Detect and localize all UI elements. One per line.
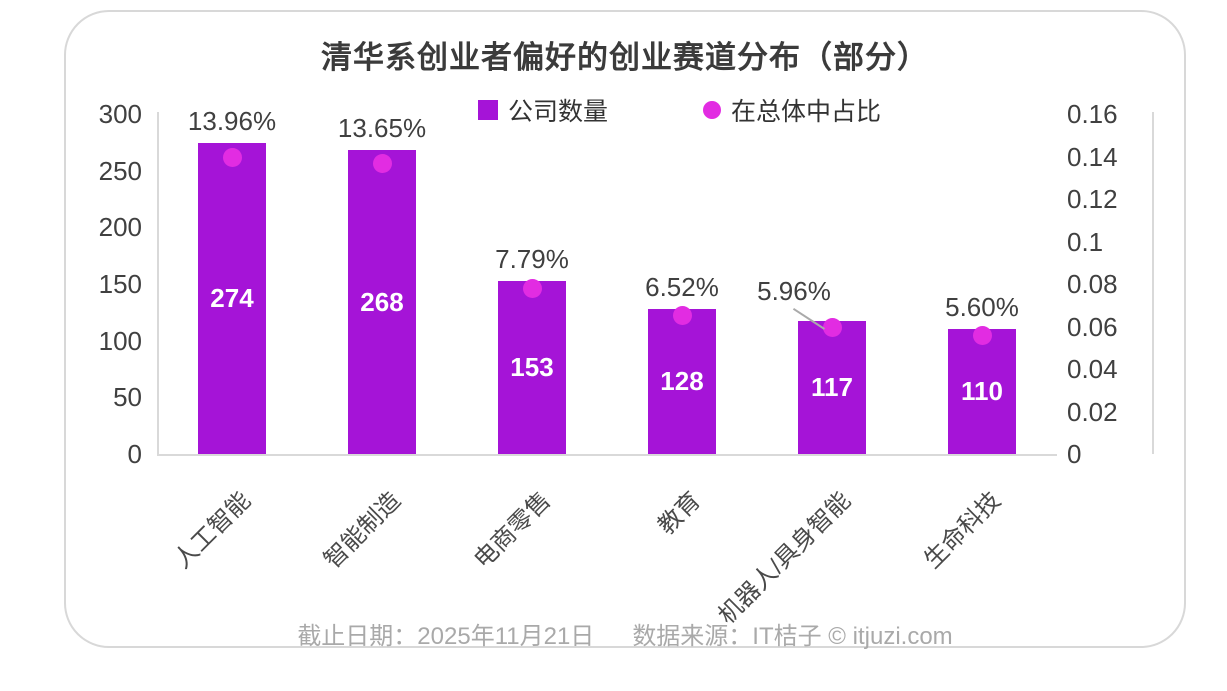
bar-value-label-2: 153 — [510, 351, 554, 382]
bar-0: 274 — [198, 143, 266, 454]
chart-card: 清华系创业者偏好的创业赛道分布（部分） 公司数量 在总体中占比 0 50 100 15… — [64, 10, 1186, 651]
legend-label-company-count: 公司数量 — [508, 98, 609, 126]
legend-label-ratio: 在总体中占比 — [731, 98, 882, 126]
left-axis-tick-250: 250 — [98, 155, 142, 186]
left-axis-tick-100: 100 — [98, 325, 142, 356]
ratio-dot-1 — [372, 154, 392, 174]
footer-note: 截止日期：2025年11月21日 数据来源：IT桔子 © itjuzi.com — [66, 616, 1184, 651]
x-axis-baseline — [157, 454, 1057, 456]
bar-3: 128 — [648, 308, 716, 454]
bar-series-swatch-icon — [478, 100, 498, 120]
left-axis-tick-50: 50 — [113, 382, 142, 413]
right-axis-tick-0.06: 0.06 — [1067, 311, 1118, 342]
left-axis-line — [157, 112, 159, 454]
legend-item-company-count: 公司数量 — [478, 92, 608, 128]
bar-value-label-4: 117 — [811, 372, 853, 403]
percent-label-2: 7.79% — [495, 243, 569, 274]
left-axis-tick-200: 200 — [98, 212, 142, 243]
bar-value-label-0: 274 — [210, 283, 254, 314]
right-axis-tick-0.02: 0.02 — [1067, 396, 1118, 427]
bar-value-label-3: 128 — [660, 365, 704, 396]
plot-area: 274 13.96% 人工智能 268 13.65% 智能制造 153 7.79% 电商零售 12… — [157, 106, 1057, 629]
right-axis-tick-0.04: 0.04 — [1067, 354, 1118, 384]
footer-data-source: 数据来源：IT桔子 © itjuzi.com — [632, 623, 953, 650]
bar-value-label-1: 268 — [360, 286, 404, 317]
bar-4: 117 — [798, 321, 866, 454]
right-axis-tick-0.12: 0.12 — [1067, 184, 1118, 214]
left-axis-tick-150: 150 — [98, 269, 142, 299]
bar-5: 110 — [948, 329, 1016, 454]
bar-2: 153 — [498, 280, 566, 454]
left-y-axis: 0 50 100 150 200 250 300 — [74, 99, 142, 469]
ratio-dot-5 — [972, 325, 992, 345]
percent-label-5: 5.60% — [945, 292, 1019, 323]
chart-legend: 公司数量 在总体中占比 — [478, 92, 881, 128]
percent-label-1: 13.65% — [337, 113, 427, 144]
ratio-dot-4 — [822, 317, 842, 337]
ratio-dot-0 — [222, 147, 242, 167]
right-axis-tick-0.16: 0.16 — [1067, 99, 1118, 129]
bar-value-label-5: 110 — [961, 376, 1003, 407]
legend-item-ratio: 在总体中占比 — [703, 92, 881, 128]
right-axis-line — [1152, 112, 1154, 454]
footer-cutoff-date: 截止日期：2025年11月21日 — [297, 623, 595, 650]
left-axis-tick-0: 0 — [127, 439, 142, 469]
right-y-axis: 0 0.02 0.04 0.06 0.08 0.1 0.12 0.14 0.16 — [1067, 99, 1147, 469]
right-axis-tick-0.14: 0.14 — [1067, 141, 1118, 172]
percent-label-3: 6.52% — [645, 271, 719, 302]
chart-title: 清华系创业者偏好的创业赛道分布（部分） — [321, 40, 929, 75]
bar-1: 268 — [348, 150, 416, 454]
ratio-dot-3 — [672, 305, 692, 325]
percent-label-0: 13.96% — [187, 106, 277, 137]
percent-label-4: 5.96% — [757, 276, 831, 307]
right-axis-tick-0: 0 — [1067, 439, 1082, 469]
left-axis-tick-300: 300 — [98, 99, 142, 129]
ratio-dot-2 — [522, 278, 542, 298]
right-axis-tick-0.1: 0.1 — [1067, 226, 1104, 257]
dot-series-swatch-icon — [703, 101, 722, 119]
right-axis-tick-0.08: 0.08 — [1067, 269, 1118, 299]
